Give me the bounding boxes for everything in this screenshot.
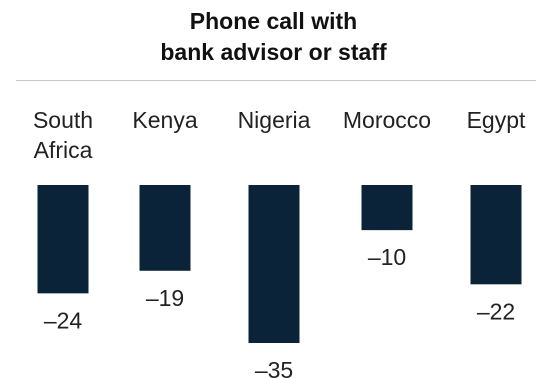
value-label-3: –10 — [368, 244, 406, 270]
category-label-4: Egypt — [467, 107, 526, 133]
bar-1 — [139, 185, 191, 271]
bar-3 — [361, 185, 413, 231]
bar-2 — [248, 185, 300, 343]
bar-0 — [37, 185, 89, 294]
bar-4 — [470, 185, 522, 285]
category-label-1: Kenya — [132, 107, 197, 133]
chart-title-line-2: bank advisor or staff — [160, 39, 387, 65]
category-label-3: Morocco — [343, 107, 431, 133]
value-label-1: –19 — [146, 285, 184, 311]
title-divider — [16, 80, 536, 81]
value-label-0: –24 — [44, 307, 83, 333]
chart-title-line-1: Phone call with — [189, 8, 358, 34]
value-label-2: –35 — [255, 357, 293, 378]
category-label-0: South Africa — [33, 107, 93, 163]
value-label-4: –22 — [477, 298, 515, 324]
chart-title: Phone call with bank advisor or staff — [0, 6, 547, 68]
category-label-2: Nigeria — [238, 107, 311, 133]
